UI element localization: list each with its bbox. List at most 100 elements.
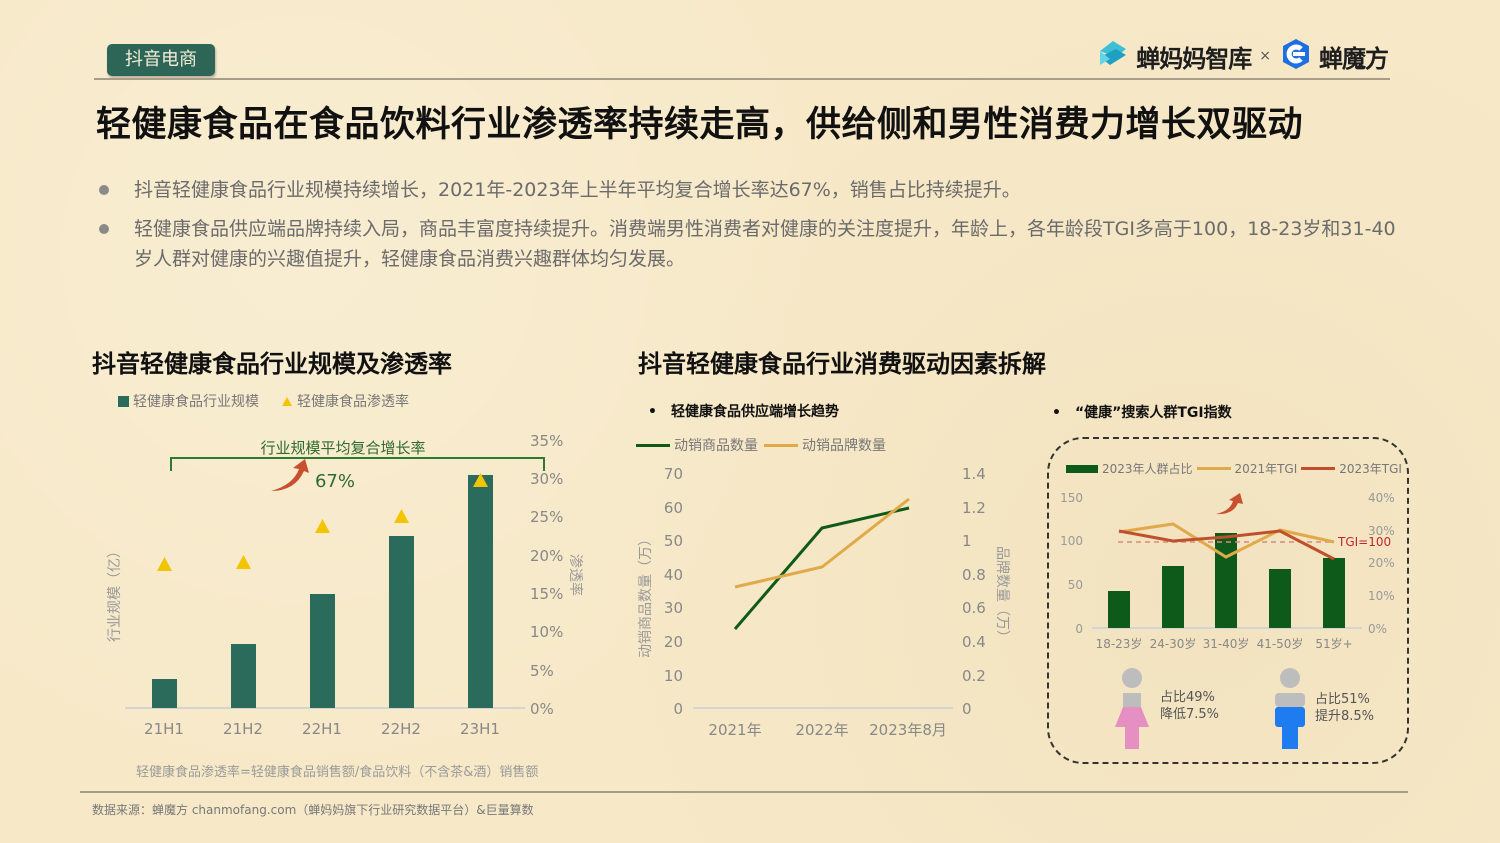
svg-text:100: 100 xyxy=(1060,534,1083,548)
legend-label: 2023年TGI xyxy=(1339,462,1402,476)
data-source: 数据来源：蝉魔方 chanmofang.com（蝉妈妈旗下行业研究数据平台）&巨… xyxy=(92,803,534,817)
left-axis-ticks: 70 60 50 40 30 20 10 0 xyxy=(664,465,683,718)
share-bars xyxy=(1108,533,1345,628)
chanmama-logo-icon xyxy=(1096,37,1130,75)
line-legend-icon xyxy=(636,443,670,447)
svg-text:30%: 30% xyxy=(1368,524,1395,538)
cagr-bracket xyxy=(170,457,545,471)
svg-text:35%: 35% xyxy=(530,432,563,450)
legend-label: 2021年TGI xyxy=(1234,462,1298,476)
svg-text:25%: 25% xyxy=(530,508,563,526)
svg-text:23H1: 23H1 xyxy=(460,720,500,738)
category-tag: 抖音电商 xyxy=(107,44,215,76)
chanmofang-logo-icon xyxy=(1279,37,1313,75)
svg-text:0.2: 0.2 xyxy=(962,667,986,685)
legend-item-products: 动销商品数量 xyxy=(636,435,758,455)
supply-trend-chart: 70 60 50 40 30 20 10 0 1.4 1.2 1 0.8 0.6… xyxy=(638,465,1011,739)
male-share: 占比51% xyxy=(1315,692,1370,707)
line-legend-icon xyxy=(1196,467,1231,470)
svg-text:5%: 5% xyxy=(530,662,554,680)
svg-text:0.8: 0.8 xyxy=(962,566,986,584)
svg-text:50: 50 xyxy=(1068,578,1083,592)
line-legend-icon xyxy=(1301,467,1336,470)
svg-text:0%: 0% xyxy=(1368,622,1387,636)
svg-text:31-40岁: 31-40岁 xyxy=(1203,636,1250,651)
legend-label: 2023年人群占比 xyxy=(1102,462,1193,476)
svg-text:10: 10 xyxy=(664,667,683,685)
page-title: 轻健康食品在食品饮料行业渗透率持续走高，供给侧和男性消费力增长双驱动 xyxy=(96,105,1304,145)
svg-text:18-23岁: 18-23岁 xyxy=(1096,636,1143,651)
tgi-2023-line xyxy=(1118,529,1335,561)
male-figure-icon xyxy=(1275,668,1305,749)
svg-text:0: 0 xyxy=(1075,622,1083,636)
legend-item-tgi-2021: 2021年TGI xyxy=(1196,460,1298,477)
growth-arrow-icon xyxy=(1216,493,1243,515)
scale-bars xyxy=(152,475,493,708)
bullet-dot: • xyxy=(1052,405,1061,421)
supply-trend-subtitle: • 轻健康食品供应端增长趋势 xyxy=(648,401,839,421)
left-axis-title: 动销商品数量（万） xyxy=(638,532,654,658)
svg-text:20: 20 xyxy=(664,633,683,651)
legend-item-scale: 轻健康食品行业规模 xyxy=(118,391,259,411)
summary-bullet: 轻健康食品供应端品牌持续入局，商品丰富度持续提升。消费端男性消费者对健康的关注度… xyxy=(98,214,1408,274)
svg-text:40%: 40% xyxy=(1368,491,1395,505)
svg-text:1.2: 1.2 xyxy=(962,499,986,517)
summary-bullet: 抖音轻健康食品行业规模持续增长，2021年-2023年上半年平均复合增长率达67… xyxy=(98,175,1408,205)
svg-text:2022年: 2022年 xyxy=(795,721,848,739)
svg-text:1: 1 xyxy=(962,532,972,550)
svg-text:60: 60 xyxy=(664,499,683,517)
svg-text:10%: 10% xyxy=(530,623,563,641)
svg-text:21H2: 21H2 xyxy=(223,720,263,738)
brands-line xyxy=(734,497,910,589)
chanmama-logo-text: 蝉妈妈智库 xyxy=(1136,44,1252,73)
footer-divider xyxy=(80,791,1408,793)
left-chart-legend: 轻健康食品行业规模 轻健康食品渗透率 xyxy=(118,391,409,411)
industry-scale-chart: 行业规模平均复合增长率 67% 21H1 21H2 22H1 22H2 23H1… xyxy=(107,432,584,738)
right-axis-title: 渗透率 xyxy=(567,554,584,596)
penetration-markers xyxy=(157,473,488,571)
svg-text:20%: 20% xyxy=(1368,556,1395,570)
left-section-title: 抖音轻健康食品行业规模及渗透率 xyxy=(92,350,452,378)
penetration-formula-note: 轻健康食品渗透率=轻健康食品销售额/食品饮料（不含茶&酒）销售额 xyxy=(136,765,539,780)
tgi-2021-line xyxy=(1118,522,1335,559)
brand-logos: 蝉妈妈智库 × 蝉魔方 xyxy=(1096,37,1389,75)
female-change: 降低7.5% xyxy=(1160,707,1220,722)
male-change: 提升8.5% xyxy=(1315,709,1375,724)
tgi-dashed-container xyxy=(1047,437,1409,764)
tgi-chart: 150 100 50 0 40% 30% 20% 10% 0% TGI=100 … xyxy=(1060,491,1395,651)
subtitle-text: “健康”搜索人群TGI指数 xyxy=(1074,405,1232,421)
svg-text:2023年8月: 2023年8月 xyxy=(869,721,947,739)
subtitle-text: 轻健康食品供应端增长趋势 xyxy=(670,404,839,420)
bullet-dot: • xyxy=(648,404,657,420)
legend-item-brands: 动销品牌数量 xyxy=(764,435,886,455)
legend-label: 动销品牌数量 xyxy=(802,438,886,454)
svg-text:0.6: 0.6 xyxy=(962,599,986,617)
svg-text:41-50岁: 41-50岁 xyxy=(1257,636,1304,651)
svg-text:70: 70 xyxy=(664,465,683,483)
svg-text:22H1: 22H1 xyxy=(302,720,342,738)
logo-separator: × xyxy=(1259,48,1271,64)
triangle-legend-icon xyxy=(282,396,292,406)
chanmofang-logo-text: 蝉魔方 xyxy=(1319,44,1389,73)
svg-text:0.4: 0.4 xyxy=(962,633,986,651)
left-axis-ticks: 150 100 50 0 xyxy=(1060,491,1083,636)
svg-text:0: 0 xyxy=(673,700,683,718)
svg-text:10%: 10% xyxy=(1368,589,1395,603)
right-axis-ticks: 1.4 1.2 1 0.8 0.6 0.4 0.2 0 xyxy=(962,465,986,718)
legend-item-share: 2023年人群占比 xyxy=(1066,460,1193,477)
svg-text:1.4: 1.4 xyxy=(962,465,986,483)
right-axis-title: 品牌数量（万） xyxy=(994,546,1011,644)
bar-legend-icon xyxy=(1066,464,1098,473)
x-axis-labels: 2021年 2022年 2023年8月 xyxy=(708,721,946,739)
svg-text:50: 50 xyxy=(664,532,683,550)
cagr-value: 67% xyxy=(315,471,355,492)
right-axis-ticks: 35% 30% 25% 20% 15% 10% 5% 0% xyxy=(530,432,563,718)
female-share: 占比49% xyxy=(1160,690,1215,705)
products-line xyxy=(733,506,910,630)
header-divider xyxy=(94,78,1390,80)
tgi-chart-legend: 2023年人群占比 2021年TGI 2023年TGI xyxy=(1066,460,1402,477)
square-legend-icon xyxy=(118,395,129,407)
supply-chart-legend: 动销商品数量 动销品牌数量 xyxy=(636,435,886,455)
x-axis-labels: 18-23岁 24-30岁 31-40岁 41-50岁 51岁+ xyxy=(1096,636,1353,651)
svg-text:2021年: 2021年 xyxy=(708,721,761,739)
